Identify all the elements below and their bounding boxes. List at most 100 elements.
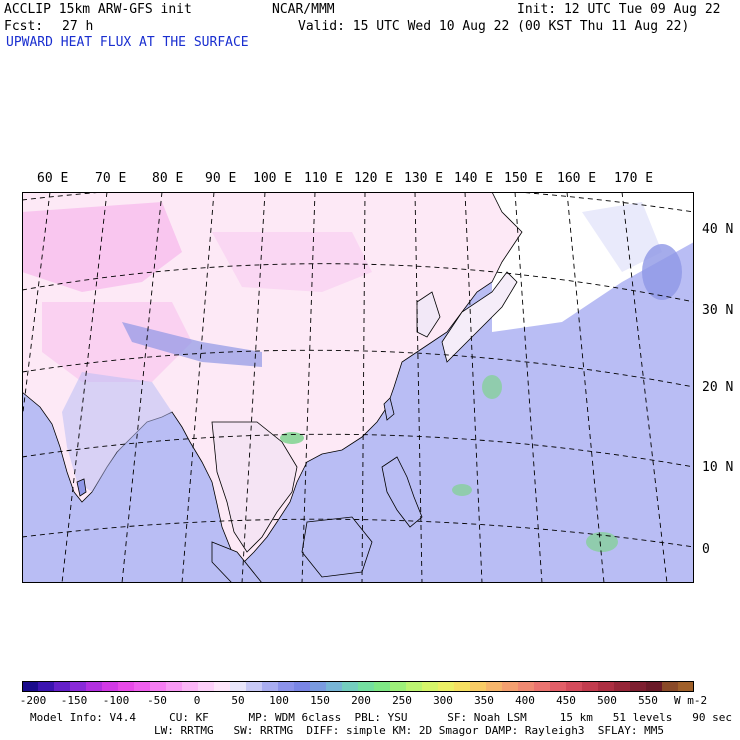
colorbar-tick: -50 [147,694,167,707]
latitude-grid [22,192,694,548]
colorbar-tick: 300 [433,694,453,707]
colorbar-swatch [326,681,343,692]
taiwan [383,397,395,421]
colorbar-swatch [502,681,519,692]
colorbar-swatch [662,681,679,692]
colorbar-tick: 200 [351,694,371,707]
sri-lanka [76,478,87,497]
colorbar-swatch [342,681,359,692]
lat-label: 0 [702,542,710,557]
colorbar-tick: 400 [515,694,535,707]
lon-label: 120 E [354,171,394,186]
colorbar-swatch [246,681,263,692]
colorbar-swatch [86,681,103,692]
colorbar-tick: 250 [392,694,412,707]
colorbar-swatch [278,681,295,692]
colorbar-tick: -150 [60,694,88,707]
colorbar-swatch [150,681,167,692]
colorbar-swatch [534,681,551,692]
colorbar-tick: -100 [102,694,130,707]
colorbar-swatch [438,681,455,692]
negative-flux-region [212,232,372,292]
colorbar-swatch [294,681,311,692]
colorbar-swatch [630,681,647,692]
lon-label: 90 E [205,171,237,186]
moist-region [642,244,682,300]
colorbar-swatch [470,681,487,692]
lat-label: 40 N [702,222,734,237]
positive-flux-spot [586,532,618,552]
lon-label: 140 E [454,171,494,186]
forecast-label: Fcst: [4,19,44,34]
colorbar-swatch [54,681,71,692]
colorbar-swatch [70,681,87,692]
colorbar-swatch [678,681,694,692]
colorbar-swatch [422,681,439,692]
colorbar-swatch [134,681,151,692]
field-title: UPWARD HEAT FLUX AT THE SURFACE [6,35,249,50]
lon-label: 160 E [557,171,597,186]
colorbar-swatch [390,681,407,692]
lon-label: 70 E [95,171,127,186]
model-title: ACCLIP 15km ARW-GFS init [4,2,192,17]
cloud-patch [582,202,662,272]
colorbar-swatch [550,681,567,692]
colorbar-swatch [102,681,119,692]
map-frame [22,192,694,583]
colorbar-swatch [182,681,199,692]
heat-flux-map [22,192,694,583]
colorbar-swatch [310,681,327,692]
colorbar-tick: 50 [231,694,245,707]
valid-time: Valid: 15 UTC Wed 10 Aug 22 (00 KST Thu … [298,19,690,34]
colorbar-swatch [198,681,215,692]
positive-flux-spot [482,375,502,399]
organization: NCAR/MMM [272,2,335,17]
lon-label: 170 E [614,171,654,186]
colorbar [22,681,694,692]
lon-label: 100 E [253,171,293,186]
indochina [211,421,298,553]
colorbar-tick: 350 [474,694,494,707]
colorbar-swatch [374,681,391,692]
colorbar-tick: 550 [638,694,658,707]
colorbar-swatch [358,681,375,692]
negative-flux-region [22,202,182,292]
colorbar-swatch [646,681,663,692]
india-region [62,372,172,492]
lat-label: 10 N [702,460,734,475]
positive-flux-spot [452,484,472,496]
colorbar-swatch [118,681,135,692]
colorbar-frame [22,681,694,692]
model-info-line1: Model Info: V4.4 CU: KF MP: WDM 6class P… [30,711,732,724]
colorbar-swatch [566,681,583,692]
lat-label: 30 N [702,303,734,318]
colorbar-swatch [582,681,599,692]
moist-streak [122,322,262,367]
colorbar-swatch [166,681,183,692]
colorbar-swatch [230,681,247,692]
philippines [381,456,423,528]
lon-label: 80 E [152,171,184,186]
colorbar-swatch [38,681,55,692]
positive-flux-spot [280,432,304,444]
colorbar-swatch [518,681,535,692]
negative-flux-region [42,302,192,382]
colorbar-swatch [598,681,615,692]
longitude-grid [22,192,668,583]
forecast-hour: 27 h [62,19,94,34]
colorbar-swatch [454,681,471,692]
model-info-line2: LW: RRTMG SW: RRTMG DIFF: simple KM: 2D … [154,724,664,737]
asia-landmass [22,192,523,565]
init-time: Init: 12 UTC Tue 09 Aug 22 [517,2,721,17]
colorbar-swatch [486,681,503,692]
japan [441,271,518,363]
colorbar-tick: 450 [556,694,576,707]
colorbar-units: W m-2 [674,694,708,707]
lat-label: 20 N [702,380,734,395]
colorbar-tick: -200 [19,694,47,707]
colorbar-swatch [406,681,423,692]
colorbar-swatch [214,681,231,692]
lon-label: 60 E [37,171,69,186]
lon-label: 110 E [304,171,344,186]
colorbar-tick: 100 [269,694,289,707]
